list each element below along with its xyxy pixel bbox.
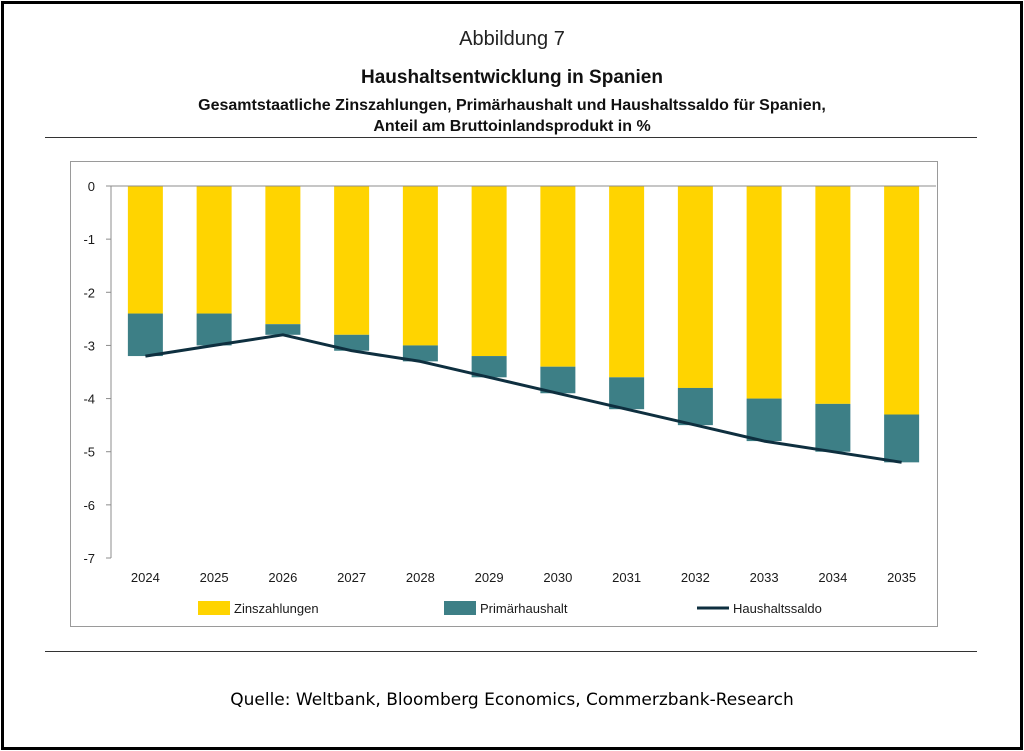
x-tick-label: 2028: [406, 570, 435, 585]
subtitle-line-1: Gesamtstaatliche Zinszahlungen, Primärha…: [198, 97, 826, 114]
bar-primaerhaushalt: [471, 356, 507, 378]
figure-label: Abbildung 7: [459, 28, 565, 50]
x-tick-label: 2030: [543, 570, 572, 585]
legend-swatch-zinszahlungen: [198, 601, 230, 615]
line-haushaltssaldo: [145, 333, 902, 464]
bar-zinszahlungen: [196, 186, 232, 314]
bar-primaerhaushalt: [540, 366, 576, 394]
bar-primaerhaushalt: [265, 324, 301, 335]
x-tick-label: 2027: [337, 570, 366, 585]
y-tick-label: -5: [83, 445, 95, 460]
subtitle-line-2: Anteil am Bruttoinlandsprodukt in %: [373, 118, 651, 135]
y-tick-label: -4: [83, 392, 95, 407]
bar-primaerhaushalt: [815, 403, 851, 452]
bar-primaerhaushalt: [334, 334, 370, 351]
bar-primaerhaushalt: [884, 414, 920, 463]
bar-zinszahlungen: [746, 186, 782, 399]
bar-zinszahlungen: [677, 186, 713, 388]
bar-primaerhaushalt: [677, 387, 713, 426]
chart-svg: 0 -1 -2 -3 -4 -5 -6 -7 2024 2025 2026 2027 2028 2029 2…: [83, 179, 936, 616]
bar-zinszahlungen: [402, 186, 438, 346]
bar-zinszahlungen: [540, 186, 576, 367]
y-tick-label: -3: [83, 338, 95, 353]
bar-primaerhaushalt: [746, 398, 782, 442]
bar-primaerhaushalt: [402, 345, 438, 362]
chart-subtitle: Gesamtstaatliche Zinszahlungen, Primärha…: [4, 95, 1020, 137]
bar-zinszahlungen: [334, 186, 370, 335]
x-tick-label: 2031: [612, 570, 641, 585]
top-divider: [45, 137, 977, 138]
x-tick-label: 2032: [681, 570, 710, 585]
legend-label-haushaltssaldo: Haushaltssaldo: [733, 601, 822, 616]
bar-zinszahlungen: [609, 186, 645, 378]
y-tick-label: -2: [83, 285, 95, 300]
legend-label-zinszahlungen: Zinszahlungen: [234, 601, 319, 616]
x-tick-label: 2026: [268, 570, 297, 585]
bar-zinszahlungen: [265, 186, 301, 325]
y-tick-label: 0: [88, 179, 95, 194]
source-note: Quelle: Weltbank, Bloomberg Economics, C…: [230, 690, 794, 710]
y-tick-label: -7: [83, 551, 95, 566]
x-tick-label: 2024: [131, 570, 160, 585]
chart-title: Haushaltsentwicklung in Spanien: [361, 67, 663, 88]
bar-zinszahlungen: [815, 186, 851, 404]
bar-primaerhaushalt: [196, 313, 232, 346]
y-tick-label: -6: [83, 498, 95, 513]
chart-area: 0 -1 -2 -3 -4 -5 -6 -7 2024 2025 2026 2027 2028 2029 2…: [70, 161, 938, 627]
y-tick-label: -1: [83, 232, 95, 247]
x-tick-label: 2029: [475, 570, 504, 585]
legend-swatch-primaerhaushalt: [444, 601, 476, 615]
bar-zinszahlungen: [471, 186, 507, 357]
x-tick-label: 2034: [818, 570, 847, 585]
x-tick-label: 2033: [750, 570, 779, 585]
x-tick-label: 2035: [887, 570, 916, 585]
bar-primaerhaushalt: [609, 377, 645, 410]
x-tick-label: 2025: [200, 570, 229, 585]
bar-primaerhaushalt: [127, 313, 163, 357]
bar-zinszahlungen: [884, 186, 920, 415]
legend-label-primaerhaushalt: Primärhaushalt: [480, 601, 568, 616]
bottom-divider: [45, 651, 977, 652]
bar-zinszahlungen: [127, 186, 163, 314]
